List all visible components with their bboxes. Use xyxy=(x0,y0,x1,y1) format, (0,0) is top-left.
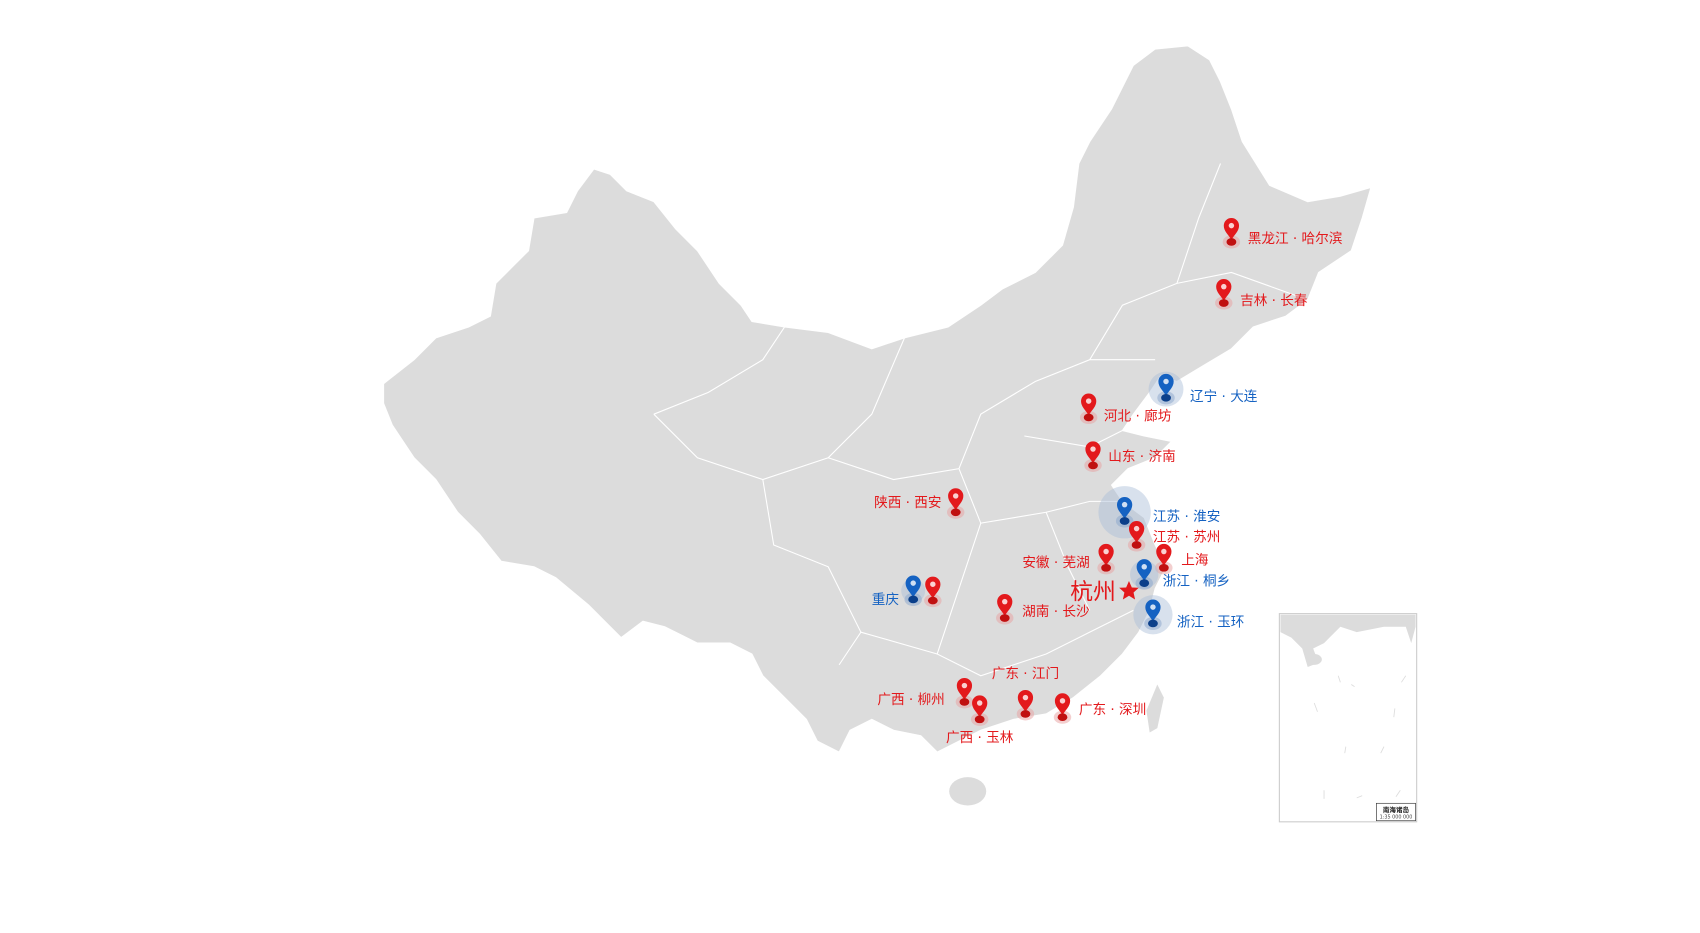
marker-label: 吉林 · 长春 xyxy=(1240,293,1308,309)
map-marker[interactable]: 浙江 · 桐乡 xyxy=(1130,559,1230,590)
marker-label: 黑龙江 · 哈尔滨 xyxy=(1248,231,1343,247)
map-pin-icon xyxy=(1081,393,1097,416)
map-marker[interactable]: 浙江 · 玉环 xyxy=(1133,595,1244,635)
map-pin-icon xyxy=(956,677,973,700)
map-marker[interactable]: 陕西 · 西安 xyxy=(874,488,965,519)
mainland xyxy=(383,45,1372,806)
map-marker[interactable]: 山东 · 济南 xyxy=(1084,441,1176,472)
inset-title: 南海诸岛 xyxy=(1383,805,1410,814)
map-marker[interactable]: 重庆 xyxy=(872,575,926,608)
map-marker[interactable]: 广西 · 玉林 xyxy=(946,695,1014,746)
map-pin-icon xyxy=(905,575,921,598)
map-marker[interactable]: 江苏 · 苏州 xyxy=(1127,520,1220,552)
map-marker[interactable] xyxy=(924,576,942,608)
marker-label: 重庆 xyxy=(872,592,900,608)
marker-label: 江苏 · 淮安 xyxy=(1153,509,1220,525)
map-pin-icon xyxy=(1158,373,1174,396)
marker-label: 广西 · 柳州 xyxy=(877,692,944,708)
marker-label: 河北 · 廊坊 xyxy=(1104,408,1172,425)
map-pin-icon xyxy=(1156,543,1172,566)
marker-label: 广东 · 江门 xyxy=(992,666,1059,682)
marker-label: 陕西 · 西安 xyxy=(874,495,941,511)
marker-label: 辽宁 · 大连 xyxy=(1190,388,1258,405)
marker-label: 湖南 · 长沙 xyxy=(1022,604,1090,620)
capital-hangzhou[interactable]: 杭州 xyxy=(1070,579,1139,605)
south-china-sea-inset: 南海诸岛 1:35 000 000 xyxy=(1278,613,1418,823)
marker-label: 广东 · 深圳 xyxy=(1079,702,1146,718)
map-marker[interactable]: 黑龙江 · 哈尔滨 xyxy=(1222,217,1343,249)
map-pin-icon xyxy=(1116,497,1133,519)
map-marker[interactable]: 江苏 · 淮安 xyxy=(1098,486,1220,539)
map-marker[interactable]: 辽宁 · 大连 xyxy=(1148,371,1258,407)
marker-label: 江苏 · 苏州 xyxy=(1153,530,1220,546)
map-pin-icon xyxy=(1128,520,1145,543)
map-pin-icon xyxy=(1223,217,1240,240)
inset-scale: 1:35 000 000 xyxy=(1380,815,1413,821)
marker-label: 浙江 · 桐乡 xyxy=(1163,573,1230,589)
marker-label: 山东 · 济南 xyxy=(1108,449,1175,465)
map-pin-icon xyxy=(1098,543,1114,566)
map-marker[interactable]: 河北 · 廊坊 xyxy=(1079,393,1172,425)
map-pin-icon xyxy=(1054,693,1071,716)
hainan xyxy=(949,777,987,806)
map-marker[interactable]: 吉林 · 长春 xyxy=(1215,279,1308,310)
map-marker[interactable]: 广东 · 深圳 xyxy=(1053,693,1146,724)
map-marker[interactable]: 广西 · 柳州 xyxy=(877,677,974,709)
map-pin-icon xyxy=(1085,441,1101,464)
capital-label: 杭州 xyxy=(1070,579,1116,605)
marker-label: 广西 · 玉林 xyxy=(946,730,1014,746)
map-pin-icon xyxy=(1216,279,1232,301)
marker-label: 浙江 · 玉环 xyxy=(1177,615,1244,631)
map-pin-icon xyxy=(925,576,941,599)
map-marker[interactable]: 上海 xyxy=(1155,543,1209,575)
map-pin-icon xyxy=(997,594,1013,616)
map-pin-icon xyxy=(1017,689,1034,712)
map-pin-icon xyxy=(948,488,964,511)
map-marker[interactable]: 广东 · 江门 xyxy=(992,666,1059,721)
map-pin-icon xyxy=(1136,559,1152,581)
province-borders xyxy=(653,163,1308,677)
map-pin-icon xyxy=(972,695,988,718)
map-pin-icon xyxy=(1145,599,1161,622)
map-marker[interactable]: 安徽 · 芜湖 xyxy=(1022,543,1115,575)
marker-label: 上海 xyxy=(1181,553,1209,569)
map-marker[interactable]: 湖南 · 长沙 xyxy=(996,594,1090,625)
taiwan xyxy=(1146,684,1164,733)
star-icon xyxy=(1119,580,1139,600)
marker-label: 安徽 · 芜湖 xyxy=(1022,555,1089,571)
